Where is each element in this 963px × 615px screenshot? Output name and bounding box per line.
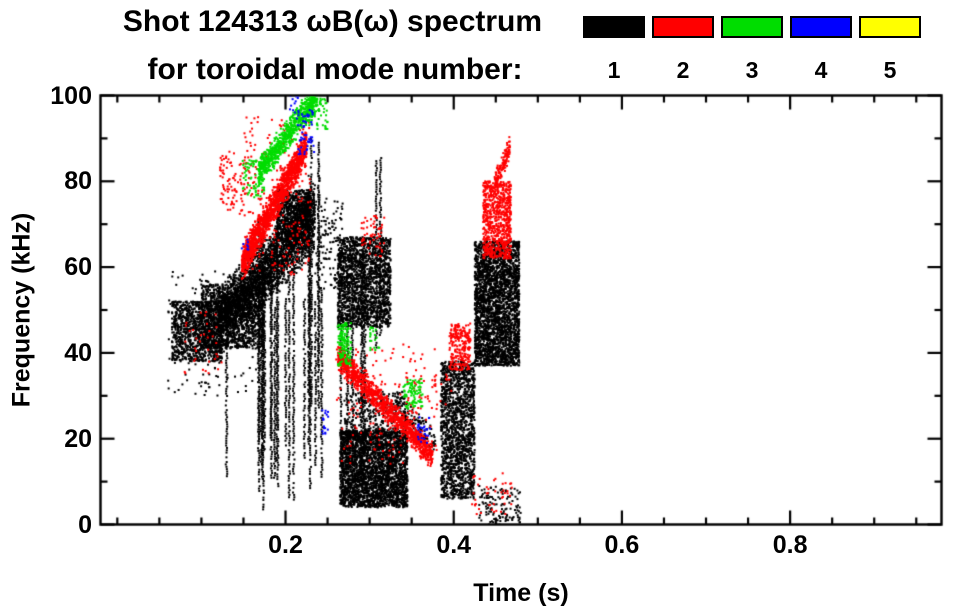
legend-swatch-3 — [721, 16, 783, 38]
y-tick-label: 0 — [78, 510, 92, 539]
legend-label-5: 5 — [883, 57, 897, 83]
x-tick-label: 0.6 — [604, 531, 640, 559]
x-tick-label: 0.4 — [436, 531, 472, 559]
x-tick-label: 0.2 — [268, 531, 303, 559]
legend-swatch-5 — [859, 16, 921, 38]
y-axis-label: Frequency (kHz) — [7, 212, 36, 408]
legend-swatch-2 — [652, 16, 714, 38]
legend-label-4: 4 — [814, 57, 828, 83]
legend: 1 2 3 4 5 — [0, 0, 963, 90]
x-axis-label: Time (s) — [473, 579, 569, 607]
y-tick-label: 20 — [64, 424, 92, 453]
legend-label-1: 1 — [607, 57, 621, 83]
legend-swatch-1 — [583, 16, 645, 38]
y-tick-label: 40 — [64, 338, 92, 367]
legend-label-3: 3 — [745, 57, 759, 83]
chart-title: Shot 124313 ωB(ω) spectrum — [122, 5, 543, 38]
legend-swatch-4 — [790, 16, 852, 38]
legend-label-2: 2 — [676, 57, 690, 83]
y-tick-label: 80 — [64, 167, 92, 196]
y-tick-label: 60 — [64, 253, 92, 282]
chart-subtitle: for toroidal mode number: — [147, 53, 523, 86]
y-tick-label: 100 — [50, 81, 92, 110]
x-tick-label: 0.8 — [772, 531, 808, 559]
